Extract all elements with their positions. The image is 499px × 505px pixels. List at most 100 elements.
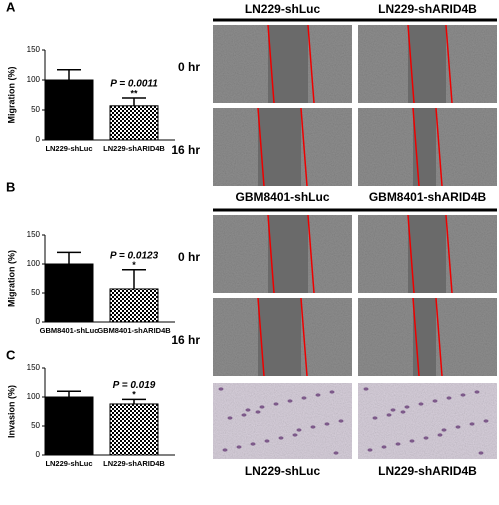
cell [400,410,406,414]
wound-edge [300,297,308,377]
significance: ** [130,88,138,98]
wound-gap [413,108,436,186]
significance: * [132,260,136,270]
cell [437,433,443,437]
cell [278,436,284,440]
y-tick-label: 0 [36,450,41,459]
micrograph [358,107,497,187]
bar [44,263,94,323]
cell [469,422,475,426]
x-tick-label: GBM8401-shLuc [40,326,99,335]
row-label: 16 hr [171,143,200,157]
wound-gap [268,25,308,103]
cell [404,405,410,409]
y-tick-label: 50 [31,421,40,430]
column-label: LN229-shARID4B [378,2,477,16]
wound-edge [257,107,265,187]
panel-letter: B [6,179,15,194]
wound-edge [407,214,415,294]
cell [236,445,242,449]
bar [109,288,159,323]
y-tick-label: 50 [31,288,40,297]
cell [222,448,228,452]
image [213,383,352,459]
p-value: P = 0.0011 [110,79,158,90]
micrograph [358,214,497,294]
wound-edge [407,24,415,104]
cell [324,422,330,426]
y-tick-label: 150 [27,363,41,372]
cell [250,442,256,446]
wound-edge [445,24,453,104]
cell [310,425,316,429]
cell [372,416,378,420]
wound-edge [435,297,443,377]
wound-edge [307,24,315,104]
bar [109,403,159,456]
y-tick-label: 150 [27,230,41,239]
y-axis-label: Migration (%) [6,67,16,124]
wound-gap [408,215,446,293]
wound-edge [267,24,275,104]
p-value: P = 0.019 [113,380,156,391]
cell [474,390,480,394]
cell [287,399,293,403]
cell [292,433,298,437]
cell [367,448,373,452]
cell [315,393,321,397]
y-tick-label: 50 [31,105,40,114]
cell [390,408,396,412]
wound-edge [412,297,420,377]
x-tick-label: LN229-shARID4B [103,459,165,468]
panel-letter: A [6,0,16,14]
x-tick-label: LN229-shLuc [45,144,92,153]
column-label: LN229-shARID4B [378,464,477,478]
micrograph [358,383,497,459]
cell [395,442,401,446]
cell [296,428,302,432]
row-label: 0 hr [178,60,200,74]
cell [409,439,415,443]
y-axis-label: Migration (%) [6,250,16,307]
y-tick-label: 0 [36,135,41,144]
column-label: GBM8401-shLuc [235,190,329,204]
y-tick-label: 0 [36,317,41,326]
wound-gap [258,298,301,376]
micrograph [213,383,352,459]
cell [259,405,265,409]
cell [386,413,392,417]
wound-edge [412,107,420,187]
cell [478,451,484,455]
wound-gap [413,298,436,376]
cell [483,419,489,423]
row-label: 0 hr [178,250,200,264]
wound-gap [258,108,301,186]
bar [44,79,94,141]
wound-edge [445,214,453,294]
cell [432,399,438,403]
y-tick-label: 100 [27,259,41,268]
x-tick-label: LN229-shARID4B [103,144,165,153]
x-tick-label: LN229-shLuc [45,459,92,468]
column-label: LN229-shLuc [245,2,321,16]
cell [381,445,387,449]
y-tick-label: 100 [27,392,41,401]
wound-edge [300,107,308,187]
micrograph [358,24,497,104]
wound-gap [268,215,308,293]
wound-edge [257,297,265,377]
x-tick-label: GBM8401-shARID4B [97,326,171,335]
cell [241,413,247,417]
micrograph [213,107,352,187]
image [358,383,497,459]
cell [273,402,279,406]
cell [418,402,424,406]
bar [44,396,94,456]
y-tick-label: 150 [27,45,41,54]
cell [245,408,251,412]
cell [264,439,270,443]
micrograph [213,214,352,294]
column-label: LN229-shLuc [245,464,321,478]
cell [333,451,339,455]
